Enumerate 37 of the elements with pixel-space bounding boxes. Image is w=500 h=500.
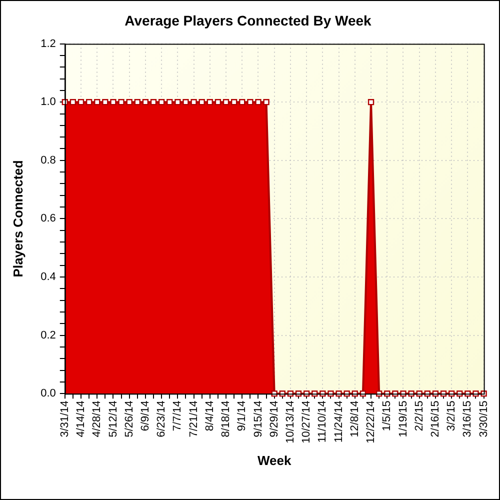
x-tick-label: 1/19/15 xyxy=(397,400,410,438)
x-tick-label: 11/10/14 xyxy=(316,400,329,443)
x-tick-label: 3/2/15 xyxy=(446,400,458,432)
x-tick-label: 1/5/15 xyxy=(381,400,394,432)
y-tick-label: 0.0 xyxy=(40,388,56,400)
y-tick-label: 0.4 xyxy=(40,271,56,284)
x-axis-title: Week xyxy=(257,452,292,468)
x-tick-label: 12/8/14 xyxy=(348,400,361,438)
x-tick-label: 10/27/14 xyxy=(300,400,313,444)
y-tick-label: 0.6 xyxy=(40,212,56,225)
x-tick-label: 5/12/14 xyxy=(107,400,120,438)
x-tick-label: 2/16/15 xyxy=(429,400,442,438)
x-tick-label: 9/15/14 xyxy=(252,400,264,438)
x-tick-label: 7/21/14 xyxy=(188,400,200,438)
x-tick-label: 9/29/14 xyxy=(268,400,280,438)
x-tick-label: 4/14/14 xyxy=(75,400,88,438)
x-tick-label: 8/18/14 xyxy=(220,400,232,438)
x-tick-label: 2/2/15 xyxy=(413,400,426,432)
x-tick-label: 9/1/14 xyxy=(236,400,248,432)
x-tick-label: 3/31/14 xyxy=(58,400,71,438)
y-axis-title: Players Connected xyxy=(10,160,26,278)
x-tick-label: 10/13/14 xyxy=(284,400,296,444)
chart-title: Average Players Connected By Week xyxy=(124,12,372,28)
x-tick-label: 5/26/14 xyxy=(123,400,136,438)
x-tick-label: 11/24/14 xyxy=(332,400,345,443)
y-tick-label: 0.8 xyxy=(40,154,56,166)
x-tick-label: 4/28/14 xyxy=(91,400,104,438)
x-tick-label: 8/4/14 xyxy=(204,400,216,432)
x-tick-label: 3/16/15 xyxy=(462,400,474,438)
x-tick-label: 6/23/14 xyxy=(156,400,168,438)
x-tick-label: 3/30/15 xyxy=(478,400,490,438)
x-tick-label: 7/7/14 xyxy=(172,400,184,432)
x-tick-label: 12/22/14 xyxy=(365,400,378,444)
y-tick-label: 1.0 xyxy=(40,96,56,108)
y-tick-label: 1.2 xyxy=(40,38,56,50)
y-tick-label: 0.2 xyxy=(40,329,56,342)
x-tick-label: 6/9/14 xyxy=(139,400,152,432)
